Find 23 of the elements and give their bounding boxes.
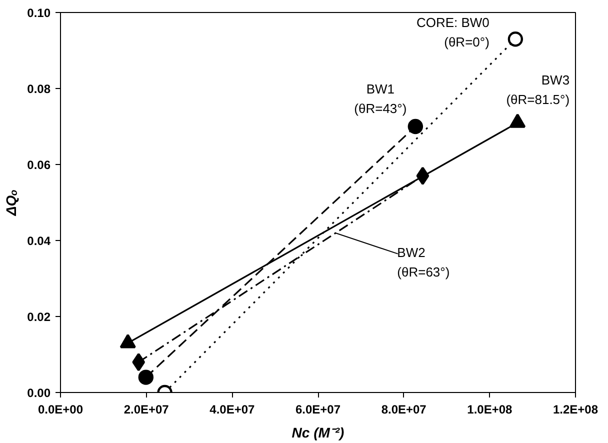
- x-tick-label: 6.0E+07: [295, 402, 341, 416]
- point: [408, 118, 424, 134]
- x-tick-label: 1.0E+08: [467, 402, 513, 416]
- annotation: BW2 (θR=63°): [397, 244, 450, 280]
- x-tick-label: 8.0E+07: [381, 402, 427, 416]
- y-tick-label: 0.06: [27, 158, 51, 172]
- x-tick-label: 2.0E+07: [124, 402, 170, 416]
- annotation: CORE: BW0 (θR=0°): [416, 15, 490, 50]
- y-tick-label: 0.10: [27, 6, 51, 20]
- point: [508, 32, 524, 47]
- x-tick-label: 1.2E+08: [552, 402, 598, 416]
- annotation: BW3 (θR=81.5°): [506, 72, 570, 108]
- point: [132, 353, 146, 372]
- y-tick-label: 0.04: [27, 234, 51, 248]
- x-tick-label: 4.0E+07: [210, 402, 256, 416]
- annotation: BW1 (θR=43°): [354, 82, 407, 116]
- y-tick-label: 0.08: [27, 82, 51, 96]
- x-axis-title: Nc (M⁻²): [292, 424, 345, 440]
- x-tick-label: 0.0E+00: [38, 402, 84, 416]
- y-tick-label: 0.02: [27, 310, 51, 324]
- point: [138, 370, 154, 385]
- y-axis-title: ΔQₒ: [3, 189, 20, 217]
- y-tick-label: 0.00: [27, 386, 51, 400]
